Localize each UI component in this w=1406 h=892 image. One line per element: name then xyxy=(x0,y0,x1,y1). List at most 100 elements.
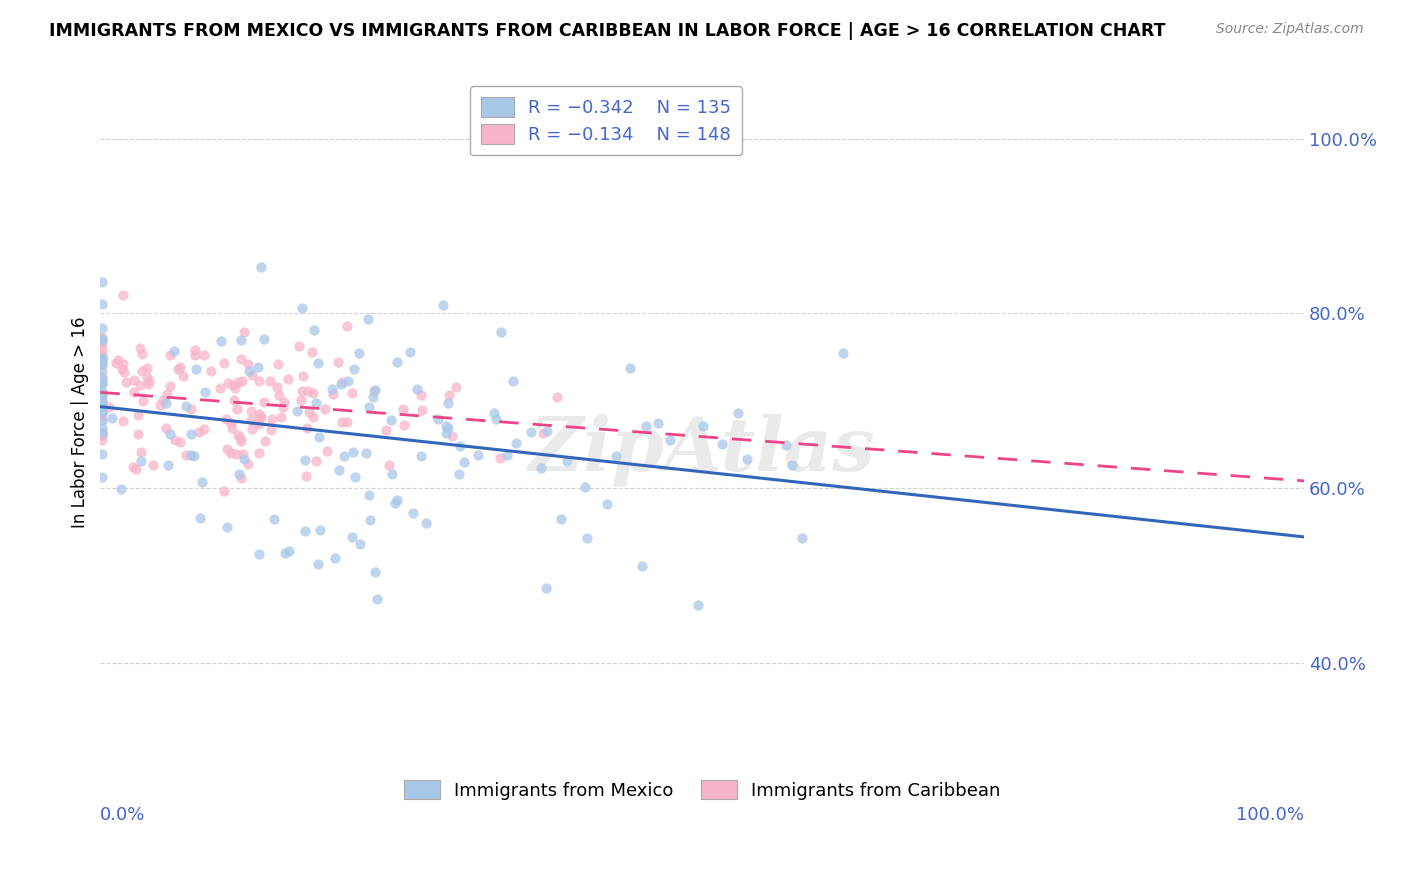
Point xyxy=(485,412,508,426)
Point xyxy=(249,409,271,424)
Point xyxy=(90,386,112,401)
Point xyxy=(357,311,380,326)
Point xyxy=(322,386,344,401)
Point xyxy=(374,423,396,437)
Legend: Immigrants from Mexico, Immigrants from Caribbean: Immigrants from Mexico, Immigrants from … xyxy=(396,773,1008,807)
Point xyxy=(208,381,231,395)
Point xyxy=(98,400,121,414)
Point xyxy=(330,415,353,429)
Point xyxy=(157,458,180,473)
Point xyxy=(90,388,112,402)
Point xyxy=(366,591,388,606)
Point xyxy=(90,333,112,347)
Point xyxy=(415,516,437,531)
Point xyxy=(340,530,363,544)
Point xyxy=(328,355,350,369)
Point xyxy=(359,488,381,502)
Point xyxy=(342,445,364,459)
Point xyxy=(122,373,145,387)
Point xyxy=(259,374,281,388)
Point xyxy=(427,412,450,426)
Point xyxy=(193,348,215,362)
Point xyxy=(111,362,134,376)
Point xyxy=(298,405,321,419)
Point xyxy=(505,435,527,450)
Point xyxy=(131,347,153,361)
Point xyxy=(212,484,235,499)
Point xyxy=(132,393,155,408)
Point xyxy=(129,377,152,392)
Point xyxy=(180,449,202,463)
Point xyxy=(378,458,401,473)
Point xyxy=(434,425,457,440)
Point xyxy=(439,388,461,402)
Point xyxy=(231,375,253,389)
Point xyxy=(727,406,749,420)
Point xyxy=(291,301,314,315)
Point xyxy=(155,421,177,435)
Point xyxy=(688,598,710,612)
Point xyxy=(321,382,343,396)
Point xyxy=(519,425,541,439)
Point xyxy=(228,467,250,481)
Point xyxy=(136,360,159,375)
Point xyxy=(277,372,299,386)
Point xyxy=(249,374,271,388)
Point xyxy=(90,393,112,408)
Point xyxy=(357,400,380,414)
Point xyxy=(174,448,197,462)
Point xyxy=(266,357,288,371)
Point xyxy=(489,325,512,339)
Point xyxy=(222,377,245,392)
Point xyxy=(229,434,252,448)
Point xyxy=(111,413,134,427)
Point xyxy=(127,426,149,441)
Point xyxy=(294,452,316,467)
Point xyxy=(90,353,112,368)
Point xyxy=(225,447,247,461)
Point xyxy=(101,411,124,425)
Point xyxy=(288,339,311,353)
Point xyxy=(692,419,714,434)
Point xyxy=(349,537,371,551)
Point xyxy=(229,333,252,347)
Point xyxy=(347,346,370,360)
Point xyxy=(236,457,259,471)
Point xyxy=(328,463,350,477)
Point xyxy=(354,446,377,460)
Text: ZipAtlas: ZipAtlas xyxy=(529,414,876,486)
Point xyxy=(136,370,159,384)
Point xyxy=(449,439,471,453)
Point xyxy=(392,401,415,416)
Point xyxy=(90,407,112,421)
Point xyxy=(381,467,404,481)
Point xyxy=(605,449,627,463)
Point xyxy=(159,379,181,393)
Point xyxy=(295,421,318,435)
Point xyxy=(90,354,112,368)
Point xyxy=(399,345,422,359)
Point xyxy=(434,418,457,433)
Point xyxy=(309,523,332,537)
Point xyxy=(253,333,276,347)
Point xyxy=(90,425,112,440)
Point xyxy=(90,427,112,442)
Point xyxy=(90,386,112,401)
Point xyxy=(531,426,554,441)
Point xyxy=(658,434,681,448)
Point xyxy=(291,368,314,383)
Point xyxy=(215,520,238,534)
Point xyxy=(266,380,288,394)
Point xyxy=(340,385,363,400)
Point xyxy=(343,362,366,376)
Point xyxy=(200,364,222,378)
Point xyxy=(619,361,641,376)
Point xyxy=(444,380,467,394)
Point xyxy=(384,496,406,510)
Point xyxy=(90,376,112,391)
Point xyxy=(301,410,323,425)
Point xyxy=(271,400,294,414)
Point xyxy=(217,376,239,390)
Point xyxy=(363,384,385,399)
Point xyxy=(536,424,558,438)
